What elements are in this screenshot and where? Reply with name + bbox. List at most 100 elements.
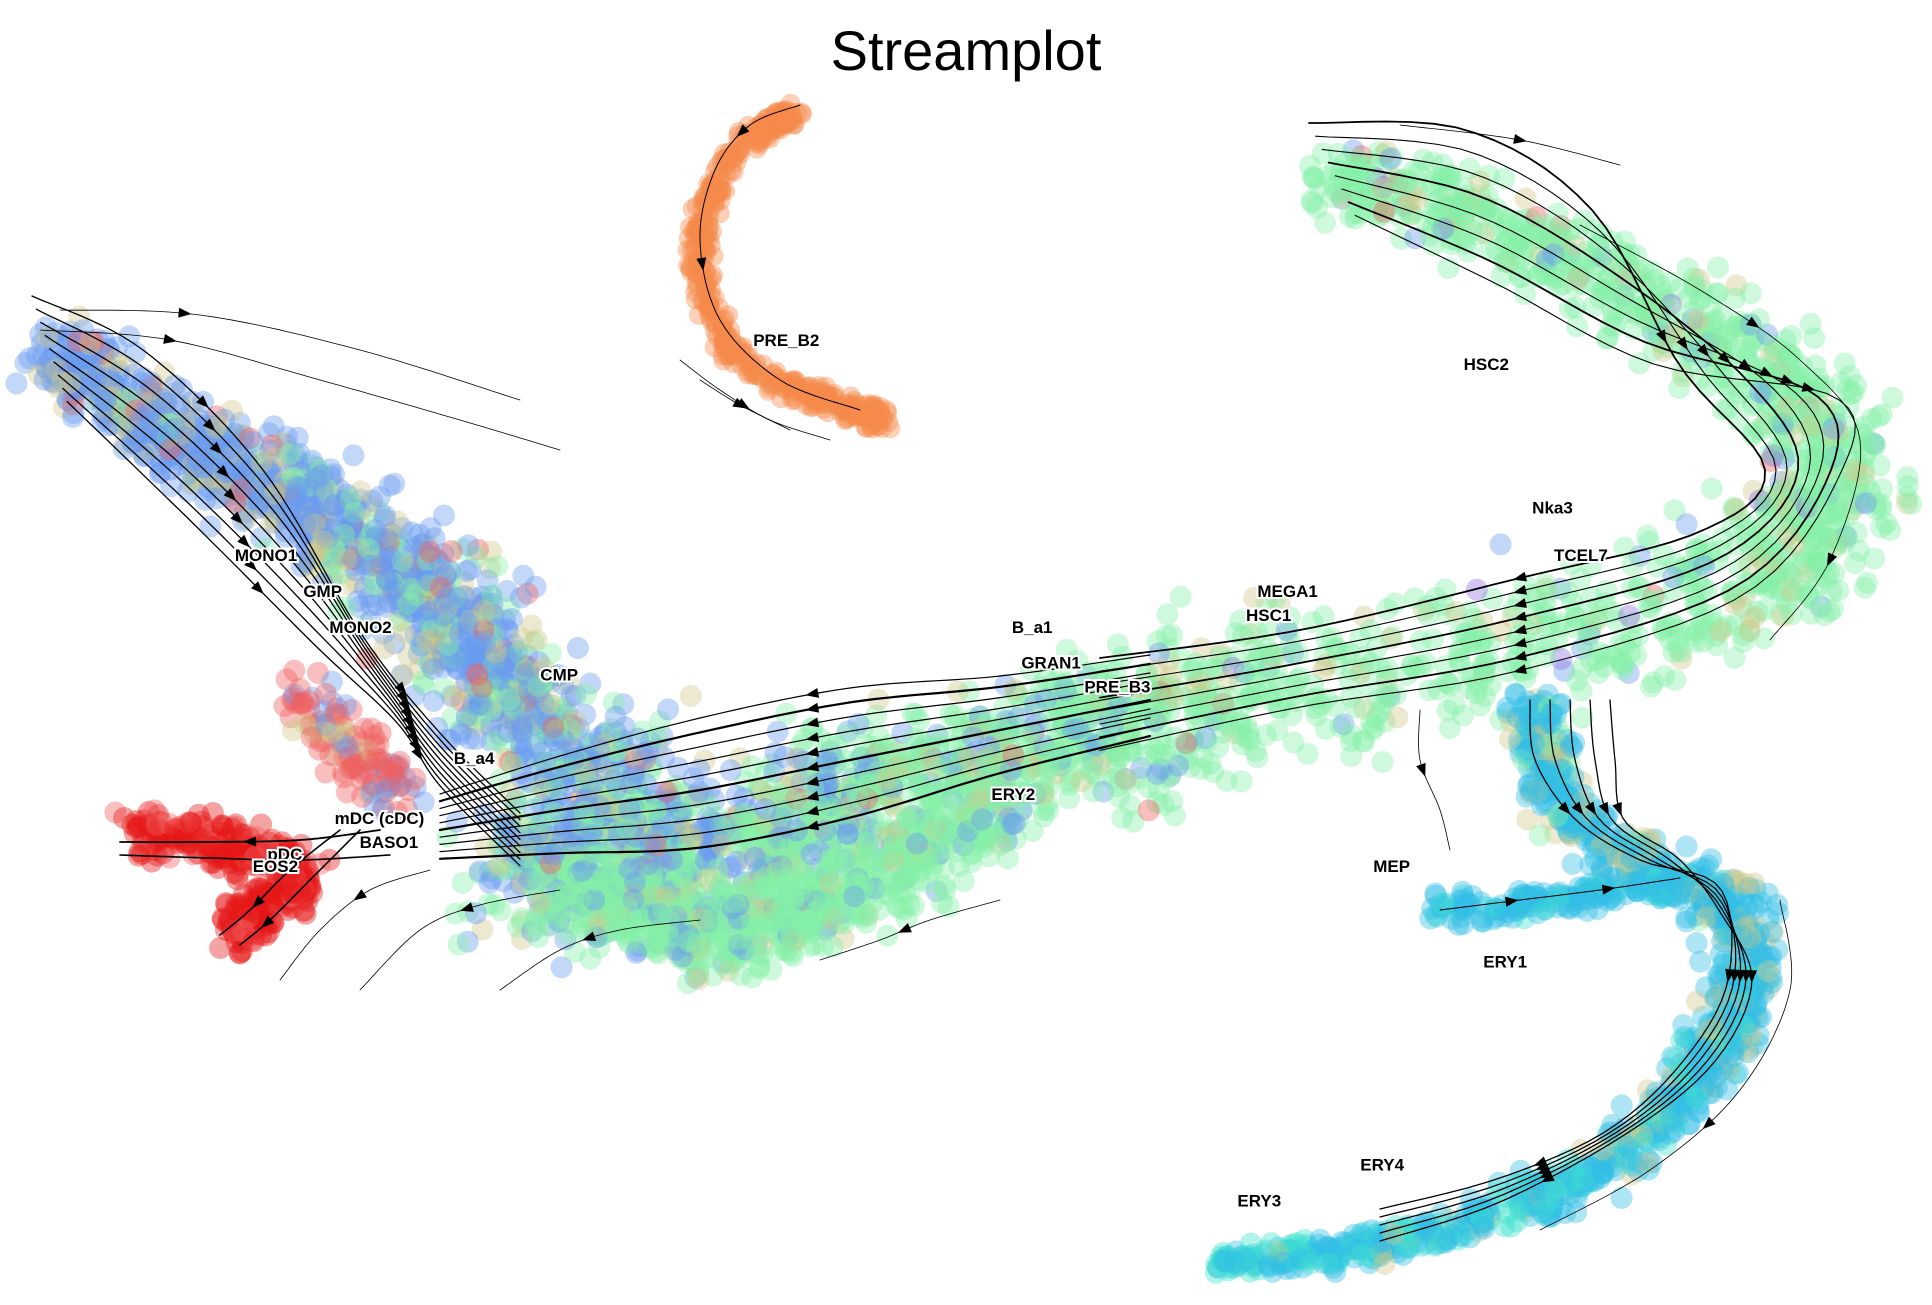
cell-point (62, 406, 84, 428)
cell-point (176, 834, 199, 856)
cell-point (1340, 165, 1363, 188)
cell-point (1617, 661, 1640, 684)
cell-point (1853, 415, 1876, 438)
cell-point (1529, 246, 1552, 269)
cell-point (1497, 251, 1520, 274)
cell-point (1799, 508, 1822, 531)
cell-point (1258, 655, 1281, 678)
cell-point (1588, 641, 1611, 664)
cell-point (1774, 400, 1797, 422)
cell-point (1603, 315, 1626, 338)
cell-point (1438, 163, 1461, 186)
cell-point (1596, 268, 1619, 291)
cell-point (1515, 258, 1538, 281)
cell-point (1514, 283, 1536, 305)
cell-point (1769, 478, 1792, 501)
cell-point (1320, 186, 1343, 209)
cell-point (918, 807, 941, 830)
cell-point (1585, 256, 1608, 279)
cell-point (1772, 392, 1795, 414)
cell-point (1772, 556, 1795, 579)
chart-title: Streamplot (830, 19, 1102, 82)
cell-point (1425, 586, 1448, 609)
cell-point (1809, 553, 1832, 576)
cell-point (1791, 516, 1814, 539)
cell-point (1768, 413, 1791, 435)
cell-point (1879, 519, 1902, 542)
cell-point (1605, 644, 1628, 667)
cell-point (1440, 167, 1463, 190)
cell-point (232, 510, 254, 532)
cell-point (934, 838, 957, 861)
cell-point (1864, 433, 1887, 456)
cell-point (1150, 691, 1173, 714)
cell-point (1620, 577, 1643, 600)
cell-point (1267, 696, 1290, 719)
cell-point (1789, 467, 1812, 490)
cell-point (1566, 268, 1589, 291)
cell-point (1494, 250, 1517, 273)
cell-point (1651, 282, 1673, 305)
cell-point (1311, 142, 1334, 165)
cell-point (657, 698, 679, 721)
cell-point (1156, 603, 1179, 626)
cell-point (1559, 245, 1582, 268)
cell-point (1421, 203, 1444, 226)
cell-point (653, 746, 676, 769)
cell-point (918, 872, 941, 894)
cell-point (278, 442, 301, 465)
cell-point (1784, 378, 1807, 401)
cell-point (1397, 200, 1420, 222)
cell-point (1817, 561, 1840, 584)
cell-point (1254, 724, 1277, 746)
cell-point (1800, 588, 1823, 611)
cell-point (1333, 152, 1356, 174)
cell-point (1571, 706, 1594, 729)
cell-point (1229, 711, 1252, 734)
cell-point (1805, 527, 1828, 549)
cell-point (1215, 770, 1238, 792)
cell-point (1600, 314, 1623, 337)
cell-point (1764, 438, 1787, 461)
cell-point (1508, 266, 1531, 288)
cell-point (1244, 740, 1267, 763)
cell-point (1542, 268, 1565, 290)
cell-point (78, 333, 101, 356)
cell-point (1546, 276, 1569, 299)
cell-point (1818, 529, 1841, 552)
cell-point (1790, 487, 1813, 510)
cell-point (1836, 426, 1859, 449)
cell-point (1731, 595, 1754, 618)
cell-point (1444, 601, 1467, 623)
cell-point (1687, 268, 1710, 291)
cell-point (1724, 498, 1747, 521)
cell-point (1825, 448, 1848, 471)
cell-point (1620, 627, 1643, 650)
cell-point (1340, 723, 1362, 746)
cell-point (1565, 606, 1588, 629)
cell-point (1774, 537, 1797, 560)
cell-point (1765, 565, 1788, 588)
cell-point (1204, 703, 1227, 726)
cell-point (1703, 319, 1726, 342)
cell-point (1372, 203, 1395, 226)
cell-point (1438, 717, 1461, 740)
cell-point (1442, 216, 1465, 239)
cell-point (1152, 793, 1175, 816)
cell-point (1440, 228, 1463, 251)
cell-point (1800, 602, 1823, 625)
cell-point (1472, 222, 1495, 245)
cell-point (1808, 574, 1830, 597)
cell-point (1243, 586, 1266, 609)
cell-point (624, 871, 646, 894)
cell-point (1684, 630, 1707, 653)
cell-point (1695, 579, 1718, 602)
cell-point (1332, 168, 1355, 191)
cell-point (1390, 227, 1413, 250)
cell-point (1717, 377, 1740, 400)
cell-point (1433, 212, 1455, 235)
cell-point (1262, 642, 1285, 665)
cell-point (1670, 647, 1693, 670)
cell-point (1856, 571, 1879, 594)
cell-point (1469, 184, 1492, 207)
